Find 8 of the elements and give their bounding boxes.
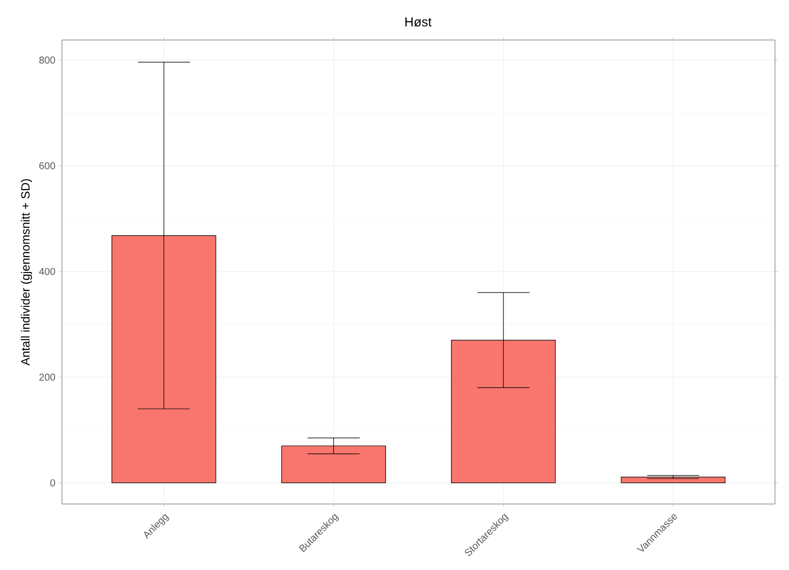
bar <box>620 476 726 484</box>
y-axis-title: Antall individer (gjennomsnitt + SD) <box>20 179 32 366</box>
y-tick-label: 200 <box>39 374 56 381</box>
y-tick-label: 800 <box>39 56 56 64</box>
chart-title: Høst <box>405 17 432 27</box>
y-tick-label: 0 <box>50 479 56 486</box>
y-tick-label: 400 <box>39 268 56 275</box>
y-tick-label: 600 <box>39 162 56 170</box>
